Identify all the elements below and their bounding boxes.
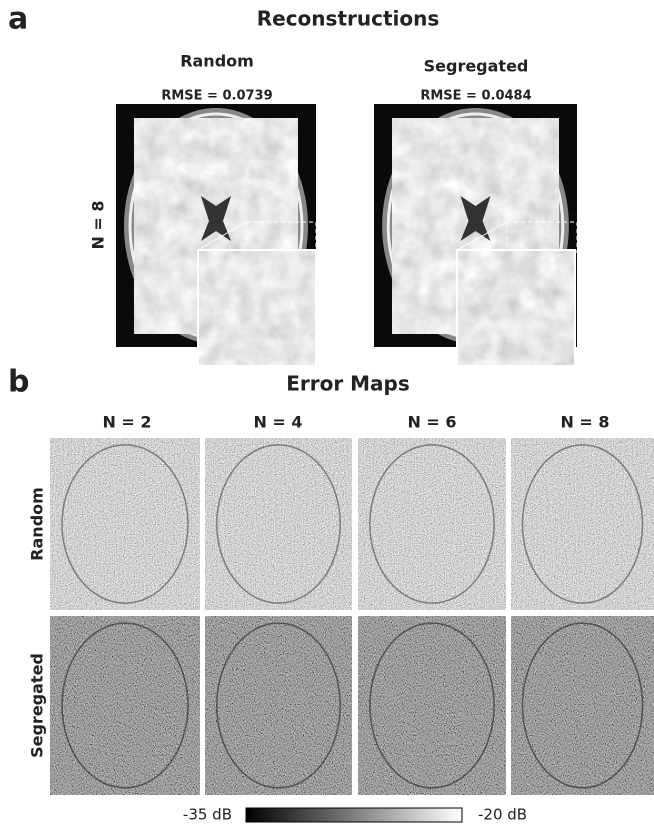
- column-label: N = 4: [253, 413, 302, 432]
- column-title: Random: [180, 52, 254, 71]
- zoom-inset: [197, 249, 317, 367]
- colorbar-min: -35 dB: [183, 806, 232, 824]
- column-title: Segregated: [424, 57, 529, 76]
- panel-label: b: [8, 365, 29, 400]
- panel-title: Reconstructions: [257, 7, 440, 31]
- zoom-frame: [456, 249, 576, 367]
- zoom-connector: [456, 221, 508, 251]
- column-label: N = 6: [407, 413, 456, 432]
- row-label: N = 8: [89, 200, 108, 249]
- panel-title: Error Maps: [286, 372, 410, 396]
- column-label: N = 8: [560, 413, 609, 432]
- rmse-label: RMSE = 0.0484: [420, 89, 531, 104]
- error-map: [511, 438, 654, 610]
- error-map: [358, 616, 506, 795]
- row-label: Random: [28, 487, 47, 561]
- row-label: Segregated: [28, 653, 47, 758]
- error-map: [205, 438, 352, 610]
- head-outline: [61, 622, 189, 789]
- head-outline: [61, 444, 189, 604]
- zoom-frame: [197, 249, 317, 367]
- zoom-inset: [456, 249, 576, 367]
- head-outline: [521, 622, 644, 789]
- error-map: [205, 616, 352, 795]
- error-map: [50, 438, 200, 610]
- ventricle: [460, 196, 491, 241]
- panel-label: a: [8, 2, 28, 37]
- head-outline: [369, 444, 495, 604]
- zoom-connector: [197, 221, 247, 251]
- rmse-label: RMSE = 0.0739: [161, 89, 272, 104]
- head-outline: [369, 622, 495, 789]
- head-outline: [216, 622, 341, 789]
- error-map: [511, 616, 654, 795]
- column-label: N = 2: [102, 413, 151, 432]
- error-map: [50, 616, 200, 795]
- head-outline: [216, 444, 341, 604]
- ventricle: [201, 196, 231, 241]
- error-map: [358, 438, 506, 610]
- head-outline: [521, 444, 644, 604]
- colorbar: [245, 807, 463, 823]
- colorbar-max: -20 dB: [478, 806, 527, 824]
